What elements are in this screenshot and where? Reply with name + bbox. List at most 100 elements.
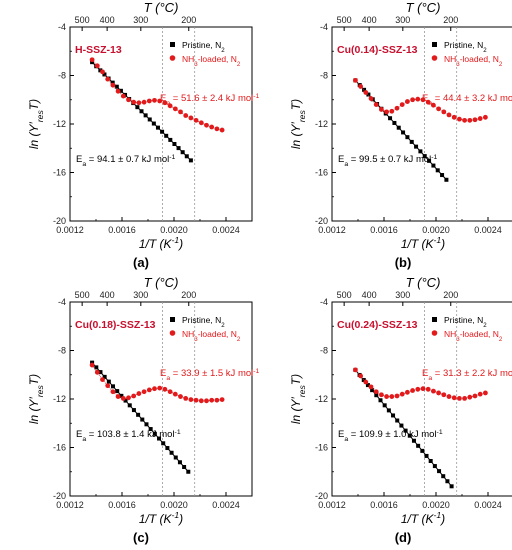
nh3-point [441,392,447,398]
nh3-point [157,385,163,391]
nh3-point [100,377,105,382]
top-axis-title-part: T [406,0,415,15]
pristine-point [115,389,120,394]
nh3-point [198,398,204,404]
nh3-point [105,383,111,389]
legend-nh3-label-part: 3 [194,336,198,343]
pristine-point [362,87,367,92]
y-tick-label: -12 [315,394,328,404]
nh3-point [467,117,473,123]
ea-pristine-label: Ea = 99.5 ± 0.7 kJ mol-1 [338,154,438,168]
top-tick-label: 300 [395,15,410,25]
nh3-point [373,102,379,107]
ea-pristine-label-part: a [344,161,348,168]
legend-nh3-label-part: 3 [456,61,460,68]
y-tick-label: -8 [58,71,66,81]
nh3-point [431,102,436,108]
y-tick-label: -8 [320,71,328,81]
legend-nh3-label-part: NH [182,329,194,339]
pristine-point [102,374,107,379]
y-axis-title-part: ln (Y′ [289,121,303,149]
y-tick-label: -20 [315,491,328,501]
nh3-point [462,117,467,123]
x-axis-title: 1/T (K-1) [401,510,445,526]
legend-pristine-label: Pristine, N2 [444,40,487,54]
x-axis-title-part: 1/T (K [401,237,435,251]
legend-nh3-label-part: 3 [456,336,460,343]
pristine-point [401,130,406,135]
nh3-point [167,103,173,109]
nh3-point [472,393,478,399]
legend-pristine-label-part: 2 [483,322,487,329]
x-axis-title-part: ) [439,237,445,251]
y-tick-label: -16 [315,443,328,453]
pristine-point [172,142,177,147]
legend-nh3-label-part: 2 [237,336,241,343]
chart-panel-3: 0.0012 0.0016 0.0020 0.0024-4-8-12-16-20500… [27,275,260,545]
ea-nh3-label-part: = 31.3 ± 2.2 kJ mol [432,368,512,379]
pristine-point [396,125,401,130]
x-axis-title-part: 1/T (K [139,512,173,526]
legend-pristine-label: Pristine, N2 [444,315,487,329]
y-axis-title-group: ln (Y′resT) [27,99,45,149]
nh3-point [193,117,199,123]
pristine-point [449,484,454,489]
y-tick-label: -20 [53,491,66,501]
nh3-point [379,107,384,112]
ea-nh3-label: Ea = 44.4 ± 3.2 kJ mol-1 [422,93,512,107]
y-axis-title-group: ln (Y′resT) [289,374,307,424]
pristine-point [102,72,107,77]
legend-pristine-label-part: 2 [221,47,225,54]
pristine-point [140,417,145,422]
pristine-point [98,68,103,73]
pristine-point [388,116,393,121]
pristine-point [114,84,119,89]
nh3-point [214,126,220,132]
pristine-point [445,479,450,484]
y-tick-label: -20 [53,216,66,226]
ea-pristine-label: Ea = 109.9 ± 1.0 kJ mol-1 [338,429,443,443]
nh3-point [89,57,95,63]
top-tick-label: 300 [395,290,410,300]
legend-pristine-marker [170,42,175,47]
ea-nh3-label-part: E [160,93,166,104]
ea-nh3-label-part: = 51.6 ± 2.4 kJ mol [170,93,253,104]
x-tick-label: 0.0016 [108,225,136,235]
legend-nh3-marker [169,330,176,336]
pristine-point [361,378,366,383]
nh3-point [405,99,410,104]
top-tick-label: 400 [100,290,115,300]
legend-pristine-label-part: Pristine, N [444,315,483,325]
nh3-point [209,124,215,130]
x-axis-title-part: -1 [434,510,442,520]
ea-pristine-label-part: a [82,436,86,443]
nh3-point [379,392,384,398]
pristine-point [136,412,141,417]
nh3-point [183,395,189,401]
pristine-point [392,120,397,125]
nh3-point [100,69,105,75]
nh3-point [178,394,183,399]
x-tick-label: 0.0024 [212,500,240,510]
y-axis-title-group: ln (Y′resT) [27,374,45,424]
nh3-point [436,106,441,112]
x-axis-title-part: 1/T (K [139,237,173,251]
pristine-point [184,154,189,159]
nh3-point [198,120,204,126]
pristine-point [161,441,166,446]
top-axis-title-part: T [406,275,415,290]
pristine-point [432,464,437,469]
top-tick-label: 300 [133,15,148,25]
x-axis-title-part: ) [177,237,183,251]
top-axis-title: T (°C) [406,275,441,290]
nh3-point [209,397,215,403]
nh3-point [425,99,431,105]
ea-pristine-label-part: -1 [431,154,437,161]
ea-pristine-label-part: E [338,429,344,440]
top-tick-label: 200 [181,15,196,25]
nh3-point [89,362,95,368]
ea-nh3-label-part: E [422,368,428,379]
pristine-point [157,436,162,441]
top-tick-label: 500 [75,290,90,300]
nh3-point [162,386,168,392]
